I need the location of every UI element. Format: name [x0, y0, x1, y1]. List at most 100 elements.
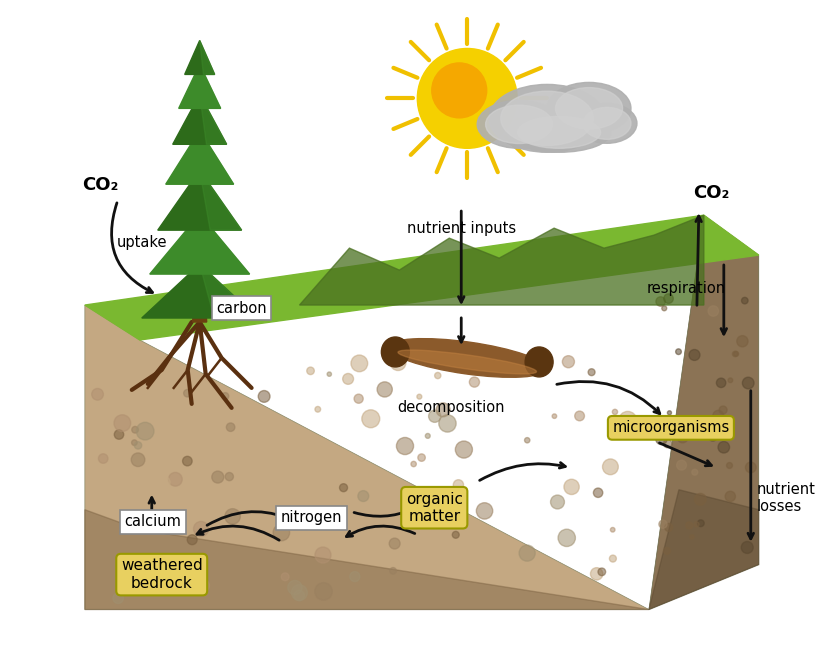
Text: microorganisms: microorganisms	[613, 420, 730, 436]
Circle shape	[225, 472, 233, 481]
Circle shape	[132, 426, 139, 433]
Circle shape	[690, 535, 694, 539]
Circle shape	[315, 583, 332, 600]
Ellipse shape	[500, 91, 593, 145]
Circle shape	[425, 434, 430, 438]
Circle shape	[168, 472, 183, 486]
Circle shape	[519, 545, 535, 561]
Circle shape	[114, 415, 130, 432]
Circle shape	[273, 524, 290, 541]
Circle shape	[663, 440, 671, 448]
Circle shape	[676, 349, 681, 354]
Circle shape	[288, 580, 302, 595]
Circle shape	[115, 430, 124, 440]
Polygon shape	[200, 65, 221, 109]
Circle shape	[434, 519, 450, 534]
Ellipse shape	[477, 101, 561, 149]
Circle shape	[411, 462, 417, 467]
Circle shape	[389, 538, 400, 549]
Polygon shape	[200, 170, 242, 230]
Circle shape	[697, 520, 704, 527]
Circle shape	[564, 480, 579, 495]
Circle shape	[737, 336, 748, 347]
Circle shape	[469, 377, 480, 387]
Circle shape	[193, 521, 208, 537]
Polygon shape	[200, 264, 257, 318]
Polygon shape	[85, 305, 649, 609]
Circle shape	[136, 422, 154, 440]
Ellipse shape	[583, 107, 631, 139]
Circle shape	[377, 382, 393, 397]
Text: decomposition: decomposition	[398, 400, 505, 416]
Circle shape	[476, 503, 493, 519]
Circle shape	[443, 492, 449, 497]
Text: calcium: calcium	[124, 514, 181, 529]
Polygon shape	[649, 215, 759, 609]
Circle shape	[588, 369, 595, 376]
Circle shape	[439, 415, 456, 432]
Ellipse shape	[381, 337, 409, 367]
Circle shape	[574, 411, 584, 421]
Circle shape	[417, 49, 517, 149]
Circle shape	[719, 406, 727, 414]
Circle shape	[397, 438, 413, 455]
Circle shape	[188, 535, 198, 545]
Circle shape	[436, 403, 450, 417]
Circle shape	[656, 433, 667, 445]
Circle shape	[427, 504, 438, 515]
Circle shape	[354, 394, 364, 403]
Circle shape	[374, 490, 392, 507]
Circle shape	[656, 297, 666, 306]
Circle shape	[432, 63, 486, 118]
Polygon shape	[149, 214, 250, 274]
Polygon shape	[142, 264, 257, 318]
Polygon shape	[173, 95, 227, 145]
Circle shape	[452, 531, 459, 538]
Circle shape	[183, 456, 192, 466]
Circle shape	[222, 392, 229, 400]
Ellipse shape	[398, 350, 536, 374]
Polygon shape	[300, 215, 704, 305]
Circle shape	[550, 495, 564, 509]
Text: weathered
bedrock: weathered bedrock	[121, 558, 203, 591]
Circle shape	[593, 488, 603, 498]
Polygon shape	[200, 214, 250, 274]
Circle shape	[677, 432, 688, 443]
Circle shape	[552, 414, 557, 418]
Circle shape	[315, 406, 320, 412]
Circle shape	[148, 463, 154, 470]
Circle shape	[664, 294, 673, 304]
Circle shape	[339, 484, 348, 492]
Circle shape	[659, 520, 667, 528]
Circle shape	[343, 374, 354, 384]
Ellipse shape	[489, 85, 605, 153]
Circle shape	[307, 367, 315, 374]
Circle shape	[131, 453, 145, 467]
Text: CO₂: CO₂	[81, 176, 118, 194]
Circle shape	[613, 410, 618, 414]
Circle shape	[728, 378, 733, 382]
Circle shape	[390, 355, 406, 370]
Circle shape	[745, 462, 756, 473]
Circle shape	[662, 306, 666, 311]
Circle shape	[417, 394, 422, 399]
Circle shape	[155, 476, 170, 490]
Circle shape	[610, 527, 615, 532]
Circle shape	[558, 529, 575, 547]
Circle shape	[732, 351, 738, 356]
Polygon shape	[85, 509, 649, 609]
Ellipse shape	[507, 113, 611, 153]
Circle shape	[132, 350, 144, 362]
Circle shape	[716, 378, 725, 388]
Circle shape	[590, 567, 603, 580]
Circle shape	[742, 377, 754, 389]
Circle shape	[676, 460, 686, 470]
Polygon shape	[158, 170, 242, 230]
Circle shape	[718, 442, 730, 453]
Polygon shape	[649, 490, 759, 609]
Circle shape	[435, 372, 441, 379]
Circle shape	[113, 593, 124, 603]
Circle shape	[327, 372, 331, 376]
Circle shape	[497, 356, 502, 361]
Ellipse shape	[577, 103, 637, 143]
